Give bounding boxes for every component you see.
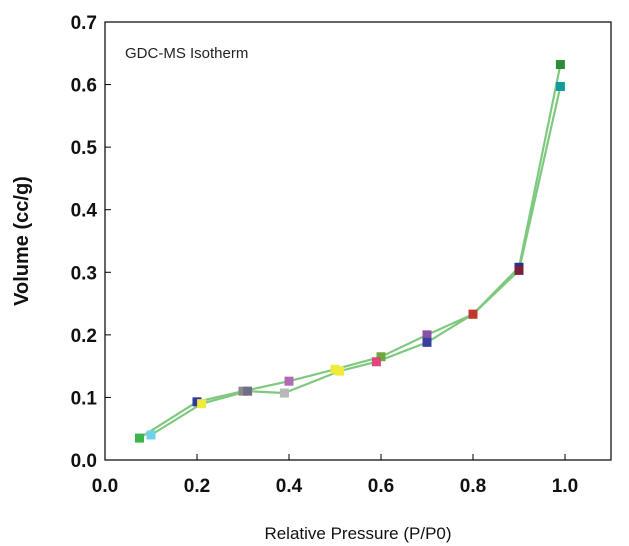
data-point [422, 330, 432, 340]
chart-title: GDC-MS Isotherm [125, 45, 248, 62]
x-tick-label: 0.4 [276, 476, 303, 497]
x-axis-ticks: 0.0 0.2 0.4 0.6 0.8 1.0 [92, 454, 578, 497]
marker-layer [135, 60, 565, 443]
y-tick-label: 0.2 [71, 326, 97, 347]
data-point [555, 60, 565, 70]
y-tick-label: 0.7 [71, 13, 97, 34]
data-point [422, 337, 432, 347]
data-point [284, 376, 294, 386]
x-tick-label: 0.6 [368, 476, 394, 497]
series-line-2 [150, 86, 562, 436]
data-point [376, 352, 386, 362]
data-point [146, 430, 156, 440]
plot-frame [104, 21, 612, 461]
series-line-1 [138, 64, 562, 440]
series-layer [138, 64, 562, 440]
y-tick-label: 0.6 [71, 76, 97, 97]
x-tick-label: 0.8 [460, 476, 486, 497]
y-tick-label: 0.0 [71, 451, 97, 472]
data-point [279, 388, 289, 398]
data-point [197, 399, 207, 409]
data-point [243, 386, 253, 396]
y-tick-label: 0.3 [71, 263, 97, 284]
x-axis-label: Relative Pressure (P/P0) [264, 524, 451, 543]
data-point [238, 386, 248, 396]
data-point [330, 364, 340, 374]
y-tick-label: 0.5 [71, 138, 98, 159]
y-tick-label: 0.4 [71, 201, 98, 222]
data-point [514, 265, 524, 275]
data-point [468, 309, 478, 319]
x-tick-label: 0.0 [92, 476, 118, 497]
y-axis-ticks: 0.0 0.1 0.2 0.3 0.4 0.5 0.6 0.7 [71, 13, 111, 472]
x-tick-label: 0.2 [184, 476, 210, 497]
y-axis-label: Volume (cc/g) [11, 176, 33, 306]
x-tick-label: 1.0 [552, 476, 578, 497]
data-point [555, 81, 565, 91]
data-point [135, 433, 144, 443]
data-point [335, 366, 345, 376]
data-point [371, 357, 381, 367]
y-tick-label: 0.1 [71, 388, 98, 409]
data-point [192, 397, 202, 407]
